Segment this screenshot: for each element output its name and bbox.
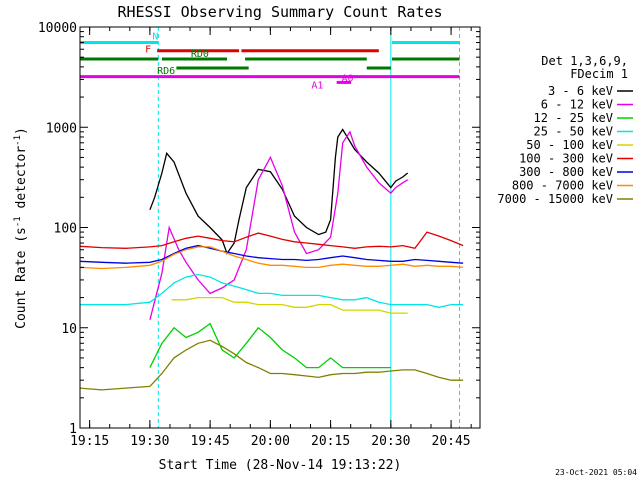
x-axis-label: Start Time (28-Nov-14 19:13:22) [159, 458, 402, 473]
series-line-2 [149, 130, 409, 320]
legend-label-2: 6 - 12 keV [541, 98, 613, 112]
x-tick-label-7: 20:45 [432, 434, 471, 449]
series-line-8 [79, 246, 464, 270]
legend-header-line-1: Det 1,3,6,9, [541, 54, 628, 68]
series-line-9 [79, 339, 464, 391]
axes: 19:15 19:30 19:45 20:00 20:15 20:30 20:45 1 10 10… [38, 21, 481, 449]
series-line-1 [149, 128, 409, 255]
plot-frame [79, 26, 481, 429]
legend-label-4: 25 - 50 keV [534, 125, 613, 139]
legend-label-7: 300 - 800 keV [519, 165, 613, 179]
y-tick-label-5: 10000 [38, 21, 77, 36]
y-tick-label-2: 10 [61, 322, 77, 337]
flag-label-rd0: RD0 [191, 49, 209, 60]
legend-label-8: 800 - 7000 keV [512, 179, 613, 193]
flag-label-n: N [152, 32, 158, 43]
flag-label-a1: A1 [311, 81, 323, 92]
y-tick-label-1: 1 [69, 422, 77, 437]
x-tick-label-6: 20:30 [371, 434, 410, 449]
series-line-3 [149, 322, 391, 369]
x-tick-label-3: 19:45 [191, 434, 230, 449]
x-tick-label-2: 19:30 [130, 434, 169, 449]
flag-label-rd6: RD6 [157, 66, 175, 77]
x-tick-label-5: 20:15 [311, 434, 350, 449]
legend-label-6: 100 - 300 keV [519, 152, 613, 166]
plot-area [79, 27, 464, 428]
chart-title: RHESSI Observing Summary Count Rates [117, 3, 442, 21]
series-line-5 [171, 296, 408, 314]
legend-label-9: 7000 - 15000 keV [497, 192, 613, 206]
series-line-4 [80, 273, 464, 308]
x-tick-label-1: 19:15 [70, 434, 109, 449]
legend-label-1: 3 - 6 keV [548, 84, 613, 98]
series-line-7 [79, 244, 464, 264]
flag-label-a0: A0 [341, 73, 353, 84]
legend-label-3: 12 - 25 keV [534, 111, 613, 125]
legend-label-5: 50 - 100 keV [526, 138, 613, 152]
x-tick-label-4: 20:00 [251, 434, 290, 449]
y-tick-label-4: 1000 [46, 121, 77, 136]
series-line-6 [79, 231, 464, 250]
footer-date: 23-Oct-2021 05:04 [555, 468, 637, 477]
y-axis-label: Count Rate (s-1 detector-1) [13, 127, 29, 329]
y-tick-label-3: 100 [54, 222, 77, 237]
flag-label-f: F [145, 45, 151, 56]
legend-header-line-2: FDecim 1 [570, 67, 628, 81]
flag-bars: NF RD0 RD6 A1 A0 [80, 32, 460, 92]
